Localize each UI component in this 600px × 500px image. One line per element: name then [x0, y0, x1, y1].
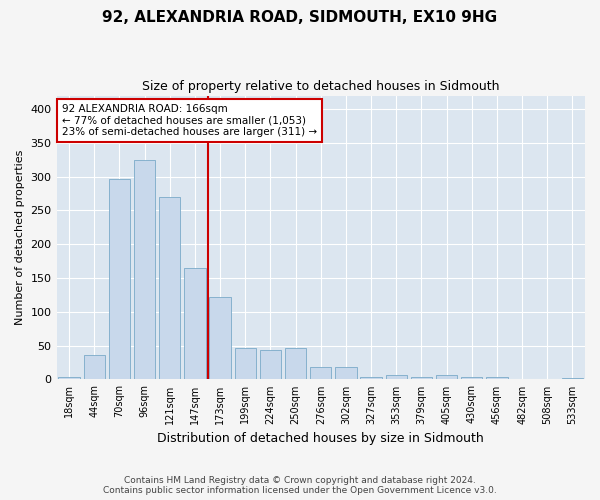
Bar	[335, 368, 356, 380]
Bar	[83, 355, 105, 380]
Bar	[461, 378, 482, 380]
Text: Contains HM Land Registry data © Crown copyright and database right 2024.
Contai: Contains HM Land Registry data © Crown c…	[103, 476, 497, 495]
Bar	[109, 178, 130, 380]
Bar	[310, 368, 331, 380]
Text: 92, ALEXANDRIA ROAD, SIDMOUTH, EX10 9HG: 92, ALEXANDRIA ROAD, SIDMOUTH, EX10 9HG	[103, 10, 497, 25]
Bar	[209, 297, 231, 380]
Bar	[285, 348, 307, 380]
Bar	[184, 268, 206, 380]
Bar	[260, 350, 281, 380]
Bar	[562, 378, 583, 380]
Bar	[436, 374, 457, 380]
Title: Size of property relative to detached houses in Sidmouth: Size of property relative to detached ho…	[142, 80, 500, 93]
X-axis label: Distribution of detached houses by size in Sidmouth: Distribution of detached houses by size …	[157, 432, 484, 445]
Bar	[159, 197, 181, 380]
Y-axis label: Number of detached properties: Number of detached properties	[15, 150, 25, 325]
Bar	[361, 378, 382, 380]
Bar	[386, 374, 407, 380]
Text: 92 ALEXANDRIA ROAD: 166sqm
← 77% of detached houses are smaller (1,053)
23% of s: 92 ALEXANDRIA ROAD: 166sqm ← 77% of deta…	[62, 104, 317, 138]
Bar	[235, 348, 256, 380]
Bar	[411, 378, 432, 380]
Bar	[511, 379, 533, 380]
Bar	[134, 160, 155, 380]
Bar	[58, 378, 80, 380]
Bar	[486, 378, 508, 380]
